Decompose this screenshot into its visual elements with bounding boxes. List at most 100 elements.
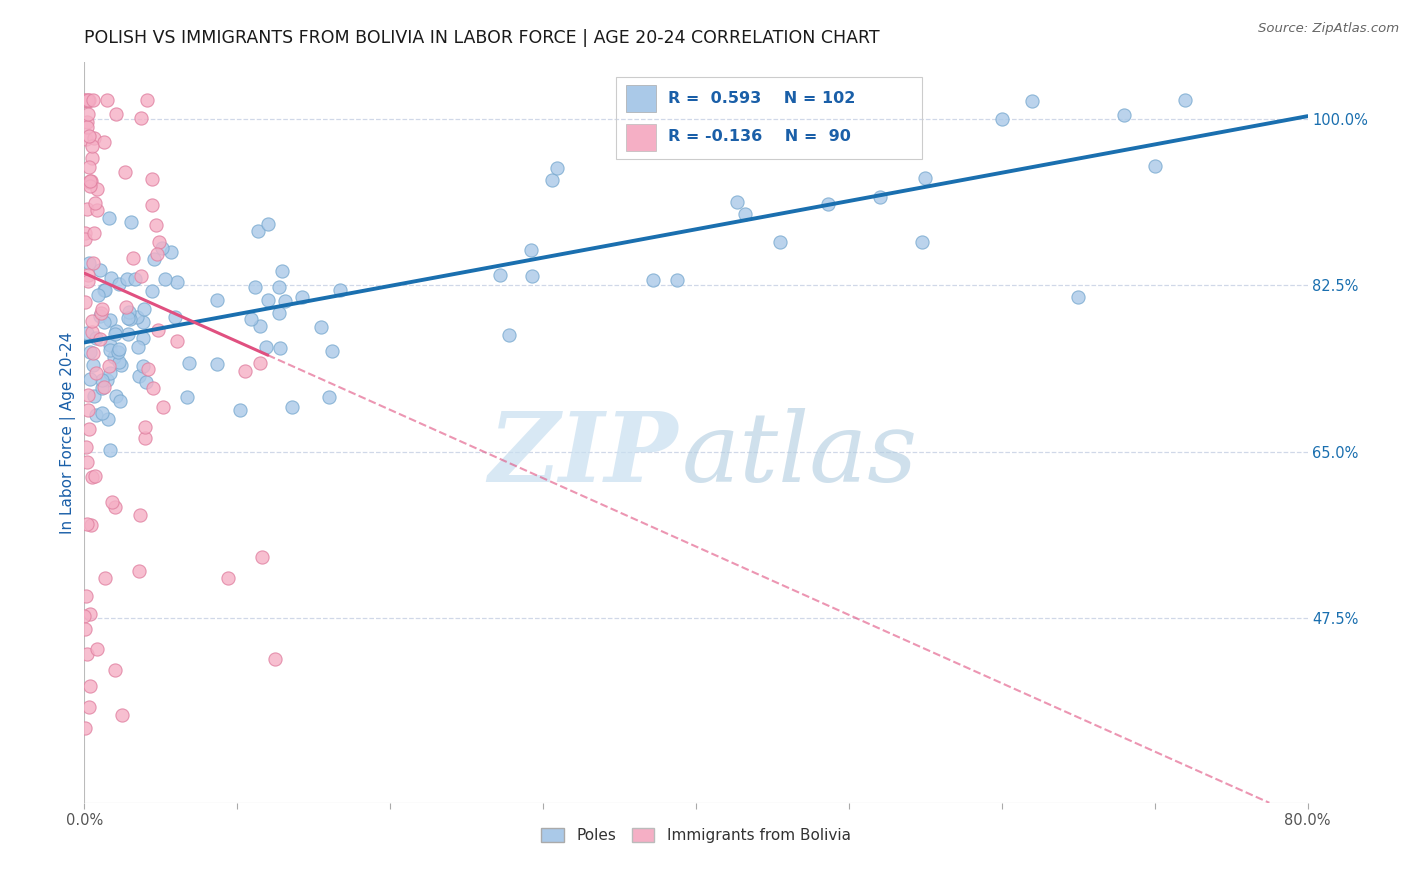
Point xyxy=(96,373,118,387)
Point xyxy=(91,301,114,316)
Point xyxy=(86,203,108,218)
Point xyxy=(163,310,186,325)
Point xyxy=(134,420,156,434)
Point xyxy=(270,264,292,278)
Point xyxy=(79,344,101,359)
Point xyxy=(127,310,149,324)
Point xyxy=(146,323,169,337)
Point xyxy=(1021,94,1043,108)
Point xyxy=(79,179,101,194)
Point xyxy=(991,112,1014,127)
Point xyxy=(127,341,149,355)
Text: atlas: atlas xyxy=(682,408,918,502)
Point xyxy=(205,357,228,371)
Point xyxy=(83,131,105,145)
Point xyxy=(318,390,340,404)
Point xyxy=(86,641,108,656)
Point xyxy=(104,388,127,402)
Point xyxy=(240,311,263,326)
Text: POLISH VS IMMIGRANTS FROM BOLIVIA IN LABOR FORCE | AGE 20-24 CORRELATION CHART: POLISH VS IMMIGRANTS FROM BOLIVIA IN LAB… xyxy=(84,29,880,47)
Point xyxy=(110,358,132,372)
Point xyxy=(73,94,96,108)
Point xyxy=(76,387,98,401)
Point xyxy=(118,305,141,319)
Point xyxy=(76,268,98,282)
Point xyxy=(914,171,936,186)
Point xyxy=(108,277,131,291)
Point xyxy=(86,288,108,302)
Point xyxy=(309,319,332,334)
Point xyxy=(120,312,142,326)
Point xyxy=(73,609,96,624)
Point xyxy=(84,331,107,345)
Point xyxy=(79,679,101,693)
Point xyxy=(141,172,163,186)
Point xyxy=(166,276,188,290)
Point xyxy=(257,217,280,231)
Point xyxy=(141,198,163,212)
Point xyxy=(869,190,891,204)
Point xyxy=(82,346,104,360)
Point xyxy=(90,373,112,387)
Point xyxy=(734,207,756,221)
Point xyxy=(243,280,266,294)
Point xyxy=(520,243,543,257)
Point xyxy=(83,388,105,402)
Point xyxy=(1114,108,1136,122)
Point xyxy=(82,94,104,108)
Point xyxy=(131,315,153,329)
Point xyxy=(105,106,128,120)
Legend: Poles, Immigrants from Bolivia: Poles, Immigrants from Bolivia xyxy=(534,821,858,851)
Point xyxy=(96,94,118,108)
Text: ZIP: ZIP xyxy=(488,408,678,502)
Point xyxy=(83,226,105,240)
Point xyxy=(281,400,304,414)
Point xyxy=(82,358,104,372)
Point xyxy=(115,300,138,314)
Point xyxy=(274,293,297,308)
Point xyxy=(82,256,104,270)
Point xyxy=(498,327,520,342)
Point xyxy=(267,280,290,294)
Point xyxy=(77,94,100,108)
Point xyxy=(77,128,100,143)
Point xyxy=(76,326,98,340)
Point xyxy=(250,550,273,565)
Point xyxy=(76,120,98,135)
Point xyxy=(77,422,100,436)
Point xyxy=(76,647,98,661)
Point xyxy=(84,408,107,422)
Point xyxy=(86,182,108,196)
Point xyxy=(93,571,115,585)
Point xyxy=(254,340,277,354)
Point xyxy=(76,455,98,469)
Point xyxy=(769,235,792,250)
Point xyxy=(817,197,839,211)
Point xyxy=(76,115,98,129)
Point xyxy=(73,295,96,310)
Point xyxy=(128,508,150,522)
Point xyxy=(141,284,163,298)
Point xyxy=(229,403,252,417)
Point xyxy=(84,469,107,483)
Point xyxy=(166,334,188,348)
Point xyxy=(79,607,101,621)
Point xyxy=(217,571,239,585)
Point xyxy=(93,315,115,329)
Point xyxy=(291,290,314,304)
Point xyxy=(98,337,121,351)
Point xyxy=(134,431,156,445)
Point xyxy=(1067,290,1090,304)
Point xyxy=(100,367,122,381)
Point xyxy=(132,331,155,345)
Point xyxy=(152,400,174,414)
Point xyxy=(79,699,101,714)
Point xyxy=(82,470,104,484)
Point xyxy=(247,224,270,238)
Point xyxy=(128,565,150,579)
Point xyxy=(80,173,103,187)
Point xyxy=(90,406,112,420)
Point xyxy=(117,327,139,342)
Point xyxy=(80,314,103,328)
Point xyxy=(89,262,111,277)
